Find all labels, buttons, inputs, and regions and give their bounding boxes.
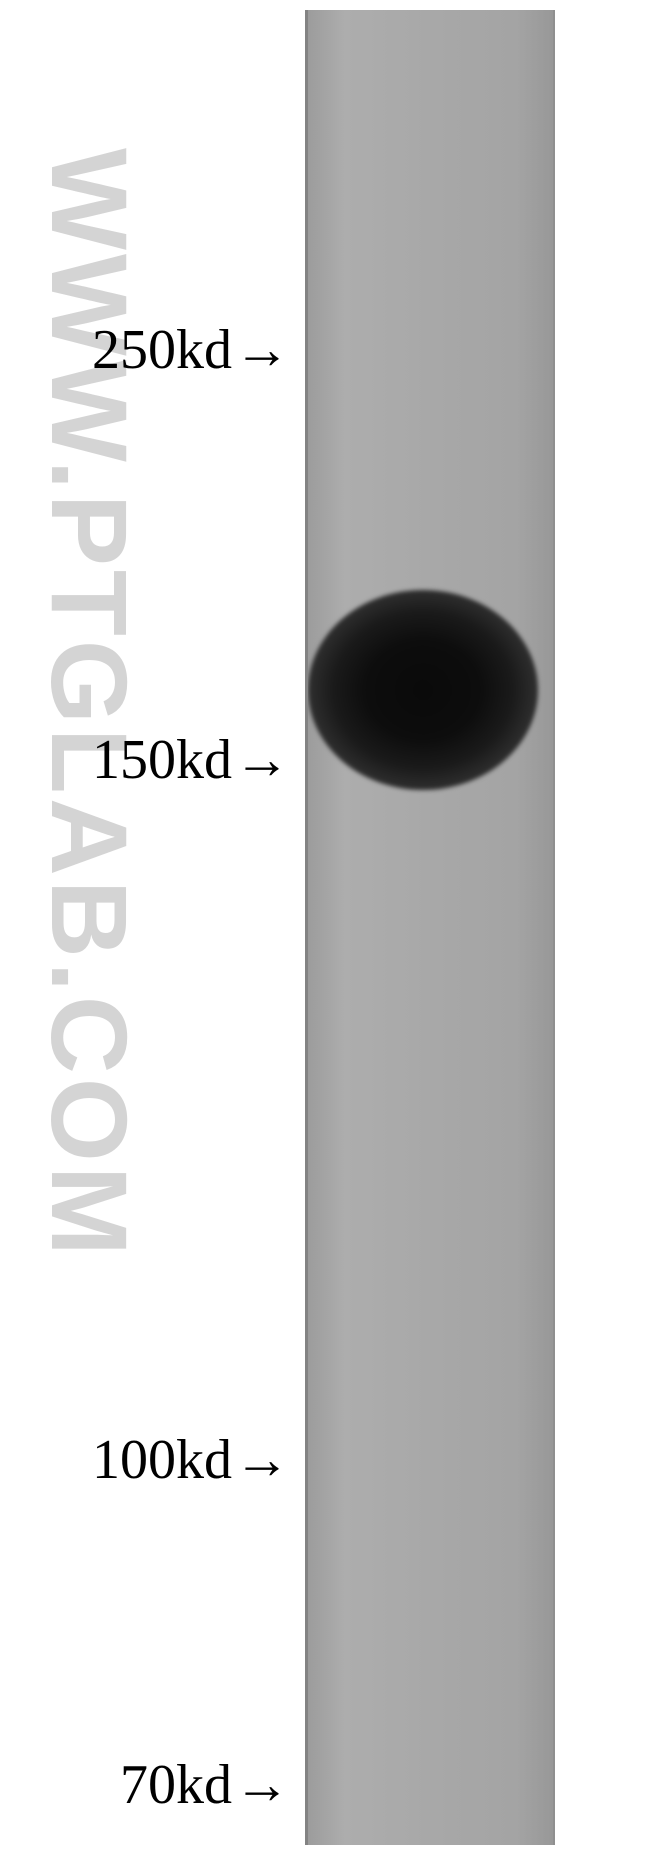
arrow-icon: → [234, 322, 290, 378]
marker-150kd: 150kd → [92, 728, 290, 792]
blot-lane [305, 10, 555, 1845]
marker-label-text: 70kd [120, 1753, 232, 1817]
marker-label-text: 100kd [92, 1428, 232, 1492]
marker-100kd: 100kd → [92, 1428, 290, 1492]
arrow-icon: → [234, 1432, 290, 1488]
arrow-icon: → [234, 732, 290, 788]
arrow-icon: → [234, 1757, 290, 1813]
marker-label-text: 250kd [92, 318, 232, 382]
marker-250kd: 250kd → [92, 318, 290, 382]
marker-label-text: 150kd [92, 728, 232, 792]
protein-band [308, 590, 538, 790]
western-blot-figure: 250kd → 150kd → 100kd → 70kd → WWW.PTGLA… [0, 0, 650, 1855]
marker-70kd: 70kd → [120, 1753, 290, 1817]
marker-labels-column: 250kd → 150kd → 100kd → 70kd → [0, 0, 300, 1855]
